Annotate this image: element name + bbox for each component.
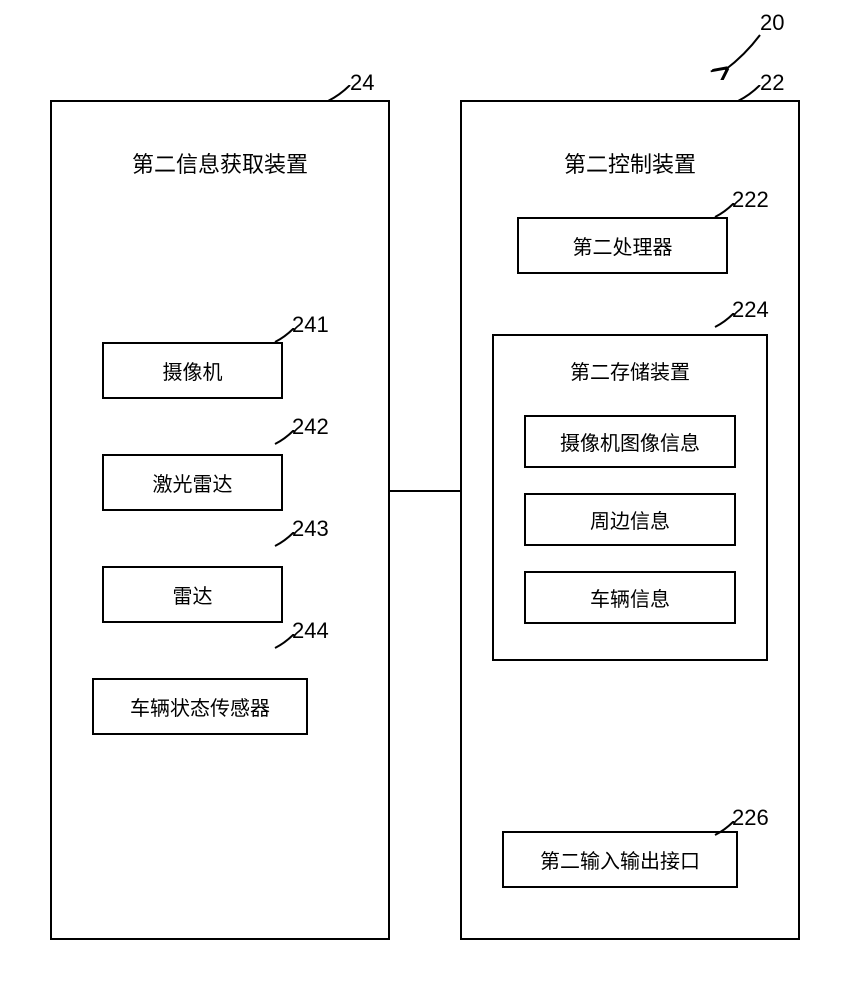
- processor-box: 第二处理器: [517, 217, 728, 274]
- left-module-label: 24: [350, 70, 374, 96]
- item-leader-243: [272, 532, 297, 550]
- io-box: 第二输入输出接口: [502, 831, 738, 888]
- camera-box: 摄像机: [102, 342, 283, 399]
- storage-box: 第二存储装置 摄像机图像信息 周边信息 车辆信息: [492, 334, 768, 661]
- item-leader-242: [272, 430, 297, 448]
- item-leader-244: [272, 634, 297, 652]
- left-module-title: 第二信息获取装置: [52, 147, 388, 179]
- left-module: 第二信息获取装置 241 摄像机 242 激光雷达 243 雷达 244: [50, 100, 390, 940]
- storage-item-camera-info: 摄像机图像信息: [524, 415, 736, 468]
- connector-line: [390, 490, 460, 492]
- radar-box: 雷达: [102, 566, 283, 623]
- storage-item-surrounding-info: 周边信息: [524, 493, 736, 546]
- storage-leader: [712, 313, 737, 331]
- item-label-244: 244: [292, 618, 329, 644]
- processor-label: 222: [732, 187, 769, 213]
- item-label-241: 241: [292, 312, 329, 338]
- right-module: 第二控制装置 222 第二处理器 224 第二存储装置 摄像机图像信息 周边信息…: [460, 100, 800, 940]
- item-label-243: 243: [292, 516, 329, 542]
- diagram-container: 24 22 第二信息获取装置 241 摄像机 242 激光雷达: [50, 100, 800, 970]
- vehicle-state-sensor-box: 车辆状态传感器: [92, 678, 308, 735]
- right-module-label: 22: [760, 70, 784, 96]
- item-label-242: 242: [292, 414, 329, 440]
- right-module-title: 第二控制装置: [462, 147, 798, 179]
- storage-title: 第二存储装置: [494, 356, 766, 385]
- storage-label: 224: [732, 297, 769, 323]
- storage-item-vehicle-info: 车辆信息: [524, 571, 736, 624]
- io-label: 226: [732, 805, 769, 831]
- lidar-box: 激光雷达: [102, 454, 283, 511]
